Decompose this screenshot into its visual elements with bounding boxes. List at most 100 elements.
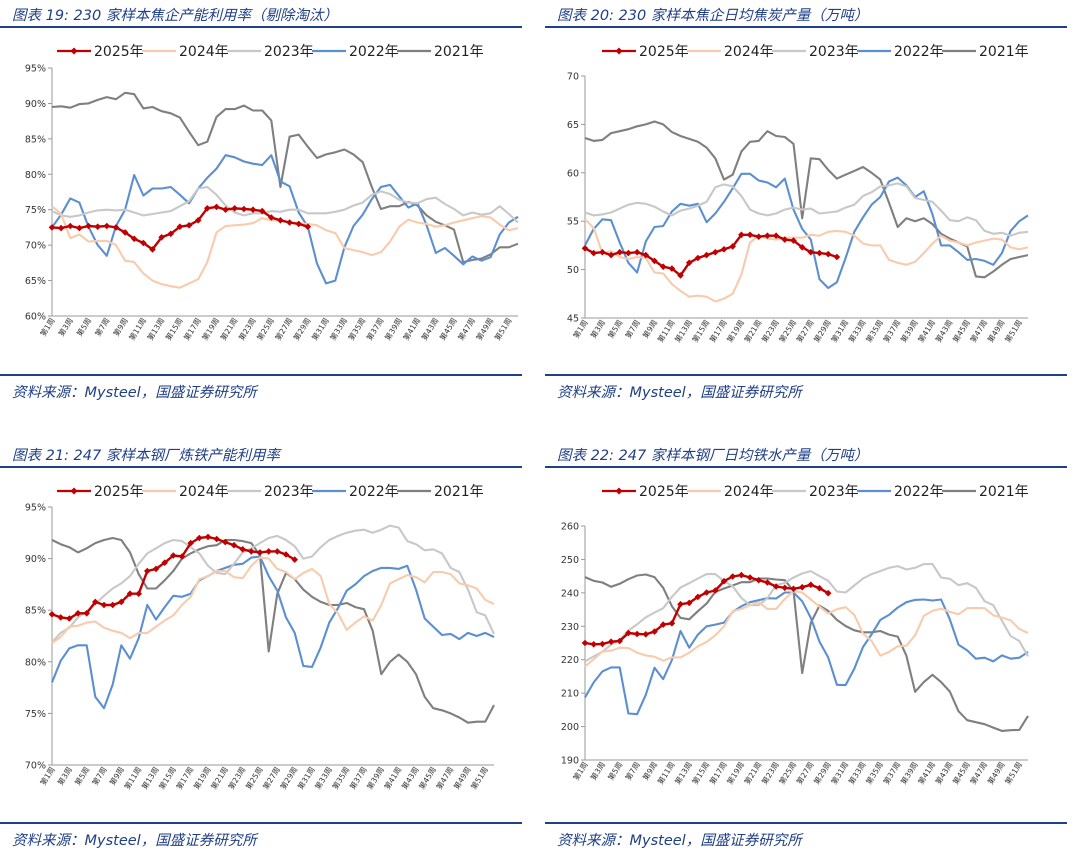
series-path — [584, 218, 1029, 303]
data-point — [126, 590, 134, 597]
data-point — [816, 249, 823, 257]
legend-item: 2024年 — [142, 484, 229, 500]
x-tick-label: 第29周 — [291, 316, 313, 342]
series-path — [584, 573, 829, 646]
data-point — [807, 581, 815, 589]
data-point — [92, 598, 99, 606]
data-point — [103, 222, 111, 230]
legend-item: 2025年 — [602, 44, 689, 60]
legend: 2025年 2024年 2023年 2022年 2021年 — [57, 484, 484, 500]
data-point — [48, 224, 56, 231]
chart-canvas: 2025年 2024年 2023年 2022年 2021年 95% 90% 85% 80% 75%… — [25, 44, 519, 342]
legend-label: 2021年 — [979, 484, 1029, 500]
data-point — [74, 610, 82, 617]
data-point — [833, 253, 841, 261]
series-path — [51, 535, 296, 620]
x-tick-label: 第11周 — [126, 316, 148, 342]
series-line — [584, 218, 1029, 303]
data-point — [167, 230, 175, 238]
data-point — [694, 254, 702, 262]
data-point — [144, 567, 151, 575]
data-point — [685, 599, 693, 607]
data-point — [677, 600, 684, 608]
legend-item: 2022年 — [312, 484, 399, 500]
data-point — [816, 584, 823, 592]
series-line — [48, 203, 312, 253]
data-point — [798, 583, 806, 591]
series-line — [51, 154, 519, 285]
x-tick-label: 第51周 — [1002, 760, 1024, 786]
data-point — [616, 248, 623, 256]
data-point — [109, 601, 116, 609]
x-tick-label: 第49周 — [474, 316, 496, 342]
data-point — [204, 533, 212, 541]
chart-canvas: 2025年 2024年 2023年 2022年 2021年 70 65 60 55 50 45第1周… — [567, 44, 1029, 344]
y-tick-label: 75% — [25, 709, 46, 720]
series-line — [51, 556, 495, 645]
x-tick-label: 第7周 — [90, 765, 109, 787]
data-point — [694, 593, 702, 601]
legend-marker — [70, 487, 78, 495]
y-axis: 95% 90% 85% 80% 75% 70% — [25, 503, 53, 772]
data-point — [746, 574, 754, 581]
y-tick-label: 85% — [25, 134, 46, 145]
y-tick-label: 70% — [25, 241, 46, 252]
series-path — [584, 590, 1029, 668]
data-point — [265, 548, 272, 555]
data-point — [729, 243, 736, 250]
legend-label: 2022年 — [349, 44, 399, 60]
data-point — [83, 610, 90, 617]
x-tick-label: 第15周 — [163, 316, 185, 342]
data-point — [286, 219, 293, 226]
data-point — [222, 206, 229, 213]
data-point — [304, 223, 312, 230]
series-path — [51, 556, 495, 645]
panel-header: 图表 19: 230 家样本焦企产能利用率（剔除淘汰） — [0, 0, 522, 28]
data-point — [135, 590, 142, 597]
data-point — [249, 206, 257, 213]
x-tick-label: 第3周 — [56, 316, 75, 338]
series-line — [51, 205, 519, 289]
data-point — [118, 598, 125, 606]
y-tick-label: 85% — [25, 606, 46, 617]
series-line — [48, 533, 298, 622]
x-tick-label: 第39周 — [382, 316, 404, 342]
x-tick-label: 第3周 — [55, 765, 74, 787]
x-tick-label: 第41周 — [401, 316, 423, 342]
data-point — [824, 589, 832, 597]
data-point — [57, 614, 64, 621]
legend-label: 2024年 — [724, 44, 774, 60]
legend-item: 2022年 — [857, 484, 944, 500]
series-path — [584, 182, 1029, 237]
x-tick-label: 第7周 — [92, 316, 111, 338]
series-path — [51, 524, 495, 643]
data-point — [642, 251, 650, 259]
panel-footer: 资料来源：Mysteel，国盛证券研究所 — [0, 822, 522, 849]
legend-label: 2025年 — [94, 484, 144, 500]
x-tick-label: 第3周 — [588, 760, 607, 782]
x-tick-label: 第25周 — [254, 316, 276, 342]
data-point — [121, 229, 129, 236]
legend-label: 2024年 — [724, 484, 774, 500]
data-point — [607, 638, 615, 645]
legend-item: 2025年 — [57, 484, 144, 500]
data-point — [616, 637, 623, 645]
data-point — [599, 248, 606, 256]
legend-label: 2023年 — [809, 484, 859, 500]
data-point — [807, 248, 815, 256]
y-tick-label: 80% — [25, 657, 46, 668]
data-point — [176, 223, 184, 230]
legend-label: 2024年 — [179, 484, 229, 500]
legend-marker — [70, 47, 78, 55]
y-tick-label: 50 — [567, 265, 579, 276]
data-point — [590, 641, 597, 648]
x-tick-label: 第9周 — [111, 316, 130, 338]
data-point — [738, 571, 745, 579]
data-point — [100, 601, 108, 609]
legend-item: 2024年 — [687, 44, 774, 60]
legend: 2025年 2024年 2023年 2022年 2021年 — [602, 484, 1029, 500]
series-line — [51, 185, 519, 224]
data-point — [720, 577, 728, 585]
series-path — [51, 91, 519, 264]
panel-footer: 资料来源：Mysteel，国盛证券研究所 — [545, 822, 1067, 849]
